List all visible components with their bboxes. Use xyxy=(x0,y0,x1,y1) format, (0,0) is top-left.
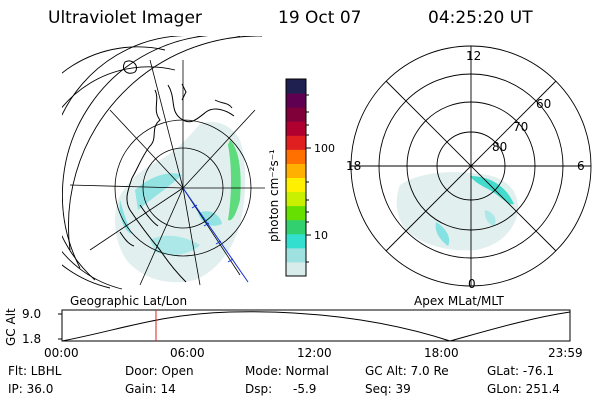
colorbar-block xyxy=(286,247,306,263)
date-label: 19 Oct 07 xyxy=(278,8,362,28)
colorbar-block xyxy=(286,163,306,178)
mlat-label-70: 70 xyxy=(513,120,528,134)
status-gc-alt: GC Alt: 7.0 Re xyxy=(365,364,449,378)
status-flt: Flt: LBHL xyxy=(8,364,62,378)
colorbar-block xyxy=(286,233,306,249)
colorbar-block xyxy=(286,93,306,108)
xtick-2359: 23:59 xyxy=(548,346,583,360)
mlat-label-80: 80 xyxy=(492,140,507,154)
colorbar-block xyxy=(286,219,306,235)
colorbar-block xyxy=(286,121,306,136)
status-dsp-label: Dsp: xyxy=(245,382,273,396)
alt-ytick-9: 9.0 xyxy=(22,307,41,321)
mlt-label-6: 6 xyxy=(577,159,585,173)
status-dsp-value: -5.9 xyxy=(293,382,317,396)
status-seq: Seq: 39 xyxy=(365,382,411,396)
colorbar-block xyxy=(286,149,306,164)
colorbar-block xyxy=(286,261,306,277)
apex-caption: Apex MLat/MLT xyxy=(414,294,504,308)
status-glon: GLon: 251.4 xyxy=(487,382,560,396)
colorbar-tick-10: 10 xyxy=(314,229,328,242)
instrument-title: Ultraviolet Imager xyxy=(48,8,202,28)
mlt-label-12: 12 xyxy=(466,49,481,63)
colorbar-unit-label: photon cm⁻²s⁻¹ xyxy=(267,149,281,242)
colorbar-block xyxy=(286,205,306,221)
colorbar-block xyxy=(286,191,306,207)
colorbar-block xyxy=(286,177,306,193)
xtick-1800: 18:00 xyxy=(424,346,459,360)
status-glat: GLat: -76.1 xyxy=(487,364,554,378)
time-label: 04:25:20 UT xyxy=(428,8,533,28)
mlt-label-0: 0 xyxy=(468,277,476,291)
colorbar-tick-100: 100 xyxy=(314,142,335,155)
xtick-1200: 12:00 xyxy=(297,346,332,360)
status-gain: Gain: 14 xyxy=(125,382,176,396)
colorbar-block xyxy=(286,135,306,150)
status-mode: Mode: Normal xyxy=(245,364,329,378)
alt-ytick-1-8: 1.8 xyxy=(22,332,41,346)
status-ip: IP: 36.0 xyxy=(8,382,54,396)
mlt-label-18: 18 xyxy=(346,159,361,173)
colorbar-block xyxy=(286,107,306,122)
geographic-caption: Geographic Lat/Lon xyxy=(70,294,188,308)
alt-axis-label: GC Alt xyxy=(4,308,18,346)
status-door: Door: Open xyxy=(125,364,194,378)
colorbar-block xyxy=(286,79,306,94)
xtick-0600: 06:00 xyxy=(170,346,205,360)
mlat-label-60: 60 xyxy=(536,97,551,111)
xtick-0000: 00:00 xyxy=(44,346,79,360)
